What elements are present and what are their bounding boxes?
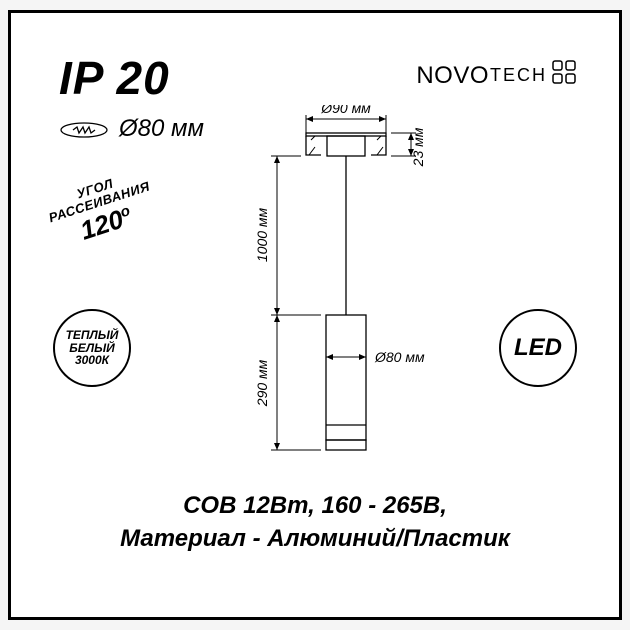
- warm-white-badge: ТЕПЛЫЙ БЕЛЫЙ 3000К: [53, 309, 131, 387]
- brand-logo: NOVOTECH: [416, 59, 577, 92]
- spec-text-block: СОВ 12Вт, 160 - 265В, Материал - Алюмини…: [11, 490, 619, 555]
- brand-squares-icon: [551, 59, 577, 92]
- spec-line1: СОВ 12Вт, 160 - 265В,: [11, 490, 619, 522]
- dim-body-width: Ø80 мм: [374, 349, 425, 365]
- brand-name: NOVO: [416, 62, 489, 90]
- cutout-diameter-label: Ø80 мм: [119, 115, 204, 143]
- spec-line2: Материал - Алюминий/Пластик: [11, 523, 619, 555]
- beam-angle-block: УГОЛ РАССЕИВАНИЯ 120o: [43, 166, 161, 253]
- fixture-diagram: Ø90 мм 23 мм 1000 мм: [251, 105, 451, 465]
- dim-body-height: 290 мм: [254, 359, 270, 407]
- brand-suffix: TECH: [490, 65, 547, 86]
- cutout-icon: [59, 119, 109, 146]
- led-badge: LED: [499, 309, 577, 387]
- spec-frame: IP 20 NOVOTECH Ø80 мм УГОЛ РАССЕИВАНИЯ 1…: [8, 10, 622, 620]
- dim-mount-height: 23 мм: [410, 127, 426, 167]
- ip-rating-title: IP 20: [59, 51, 170, 105]
- dim-cable-height: 1000 мм: [254, 207, 270, 262]
- badge-warm-line3: 3000К: [75, 354, 109, 367]
- dim-top-width: Ø90 мм: [320, 105, 371, 116]
- badge-led-text: LED: [514, 335, 562, 360]
- badge-warm-line1: ТЕПЛЫЙ: [66, 329, 119, 342]
